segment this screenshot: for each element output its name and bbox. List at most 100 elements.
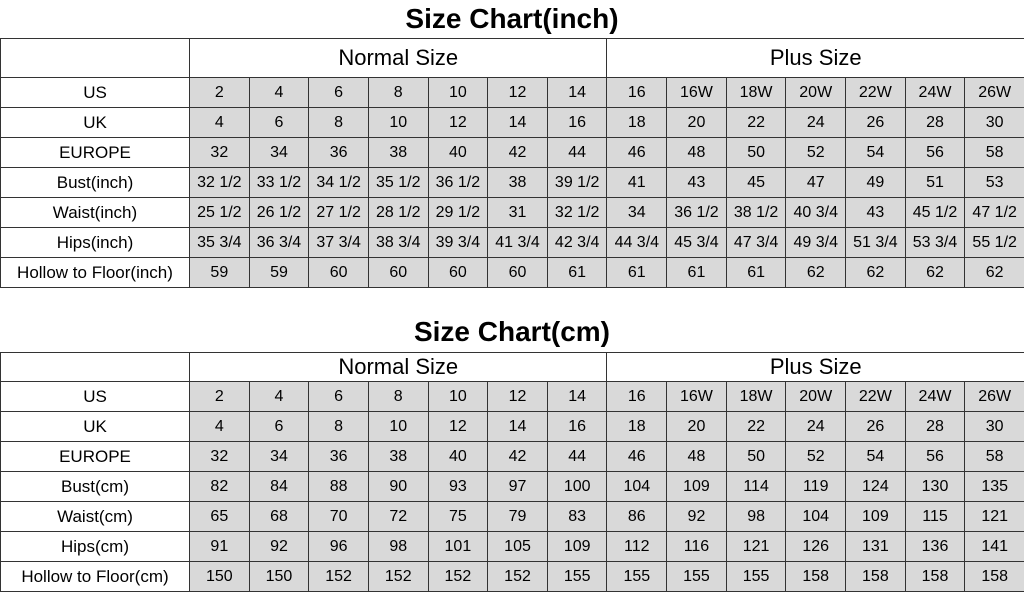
size-cell: 53: [964, 167, 1024, 198]
size-cell: 36: [308, 137, 369, 168]
size-cell: 45 3/4: [666, 227, 727, 258]
size-cell: 40: [427, 137, 489, 168]
size-cell: 86: [606, 501, 668, 532]
row-label: Hips(cm): [0, 531, 190, 562]
size-cell: 62: [904, 257, 966, 288]
size-cell: 105: [487, 531, 548, 562]
size-cell: 44: [546, 137, 608, 168]
size-cell: 48: [666, 441, 727, 472]
size-cell: 56: [904, 137, 966, 168]
size-cell: 25 1/2: [189, 197, 250, 228]
size-cell: 20W: [785, 381, 847, 412]
normal-size-header: Normal Size: [188, 38, 608, 78]
size-cell: 31: [487, 197, 548, 228]
size-cell: 32: [189, 137, 250, 168]
size-cell: 59: [189, 257, 250, 288]
normal-size-header: Normal Size: [188, 352, 608, 382]
size-cell: 26W: [964, 77, 1024, 108]
table-row: Bust(cm) 82 84 88 90 93 97 100 104 109 114 119 124 13…: [0, 471, 1024, 502]
size-cell: 16: [546, 411, 608, 442]
size-cell: 10: [367, 411, 429, 442]
size-cell: 22: [725, 411, 787, 442]
plus-size-header: Plus Size: [606, 38, 1024, 78]
row-label: UK: [0, 411, 190, 442]
size-cell: 20: [666, 411, 727, 442]
table-row: Hips(cm) 91 92 96 98 101 105 109 112 116 121 126 131…: [0, 531, 1024, 562]
size-cell: 26W: [964, 381, 1024, 412]
size-cell: 4: [248, 77, 310, 108]
size-cell: 155: [725, 561, 787, 592]
size-cell: 45 1/2: [904, 197, 966, 228]
row-label: Bust(cm): [0, 471, 190, 502]
row-label: UK: [0, 107, 190, 138]
corner-cell: [0, 38, 190, 78]
size-cell: 131: [845, 531, 906, 562]
table-row: US 2 4 6 8 10 12 14 16 16W 18W 20W 22W 24W 26W: [0, 77, 1024, 108]
size-cell: 152: [427, 561, 489, 592]
size-cell: 6: [248, 411, 310, 442]
table-row: Waist(cm) 65 68 70 72 75 79 83 86 92 98 104 109 115 12…: [0, 501, 1024, 532]
row-label: Hollow to Floor(cm): [0, 561, 190, 592]
chart-title: Size Chart(inch): [405, 3, 619, 34]
size-chart-inch: Size Chart(inch) Normal Size Plus Size US 2…: [0, 0, 1024, 288]
size-cell: 34: [606, 197, 668, 228]
size-cell: 18: [606, 107, 668, 138]
size-cell: 114: [725, 471, 787, 502]
size-cell: 75: [427, 501, 489, 532]
size-cell: 115: [904, 501, 966, 532]
plus-size-header: Plus Size: [606, 352, 1024, 382]
size-cell: 12: [487, 381, 548, 412]
size-table: Normal Size Plus Size US 2 4 6 8 10 12 14 16 16W 18W…: [0, 352, 1024, 592]
size-cell: 34: [248, 137, 310, 168]
size-cell: 40: [427, 441, 489, 472]
table-row: Hips(inch) 35 3/4 36 3/4 37 3/4 38 3/4 39 3/4…: [0, 227, 1024, 258]
size-cell: 8: [367, 77, 429, 108]
size-cell: 36 3/4: [248, 227, 310, 258]
size-cell: 24W: [904, 77, 966, 108]
size-cell: 60: [487, 257, 548, 288]
group-header-row: Normal Size Plus Size: [0, 352, 1024, 382]
size-cell: 34: [248, 441, 310, 472]
size-cell: 135: [964, 471, 1024, 502]
size-cell: 16: [606, 381, 668, 412]
size-cell: 62: [845, 257, 906, 288]
size-cell: 41: [606, 167, 668, 198]
size-cell: 42: [487, 441, 548, 472]
size-cell: 14: [487, 411, 548, 442]
size-cell: 96: [308, 531, 369, 562]
size-cell: 50: [725, 137, 787, 168]
size-cell: 47: [785, 167, 847, 198]
size-cell: 109: [845, 501, 906, 532]
row-label: US: [0, 77, 190, 108]
size-cell: 20W: [785, 77, 847, 108]
size-cell: 121: [964, 501, 1024, 532]
size-cell: 126: [785, 531, 847, 562]
table-row: EUROPE 32 34 36 38 40 42 44 46 48 50 52 54 56 58: [0, 441, 1024, 472]
size-cell: 60: [367, 257, 429, 288]
size-cell: 4: [189, 107, 250, 138]
size-cell: 49 3/4: [785, 227, 847, 258]
size-cell: 58: [964, 441, 1024, 472]
size-cell: 121: [725, 531, 787, 562]
size-cell: 124: [845, 471, 906, 502]
size-cell: 18W: [725, 77, 787, 108]
size-cell: 28 1/2: [367, 197, 429, 228]
size-cell: 98: [725, 501, 787, 532]
size-cell: 83: [546, 501, 608, 532]
size-cell: 70: [308, 501, 369, 532]
size-cell: 158: [904, 561, 966, 592]
size-cell: 49: [845, 167, 906, 198]
size-cell: 8: [308, 107, 369, 138]
size-cell: 43: [666, 167, 727, 198]
size-cell: 45: [725, 167, 787, 198]
size-cell: 10: [427, 77, 489, 108]
table-row: UK 4 6 8 10 12 14 16 18 20 22 24 26 28 30: [0, 107, 1024, 138]
row-label: EUROPE: [0, 441, 190, 472]
size-cell: 18: [606, 411, 668, 442]
row-label: US: [0, 381, 190, 412]
size-cell: 97: [487, 471, 548, 502]
size-cell: 158: [845, 561, 906, 592]
size-cell: 109: [666, 471, 727, 502]
size-cell: 26 1/2: [248, 197, 310, 228]
size-cell: 12: [427, 411, 489, 442]
